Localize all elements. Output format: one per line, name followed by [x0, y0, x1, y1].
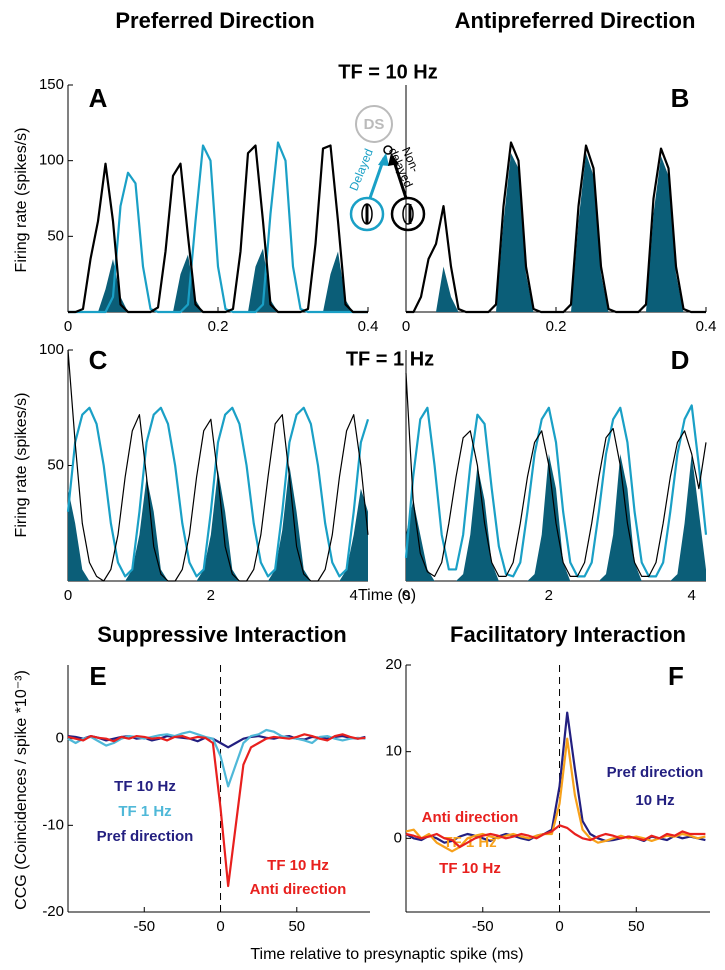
row-title: TF = 10 Hz	[338, 61, 437, 83]
x-tick-label: -50	[472, 918, 494, 935]
delayed-label: Delayed	[346, 147, 375, 193]
line	[67, 733, 366, 888]
x-tick-label: 4	[688, 587, 696, 604]
line	[67, 728, 366, 788]
line	[405, 373, 707, 577]
x-tick-label: -50	[133, 918, 155, 935]
ds-node	[355, 105, 393, 143]
synapse	[383, 145, 393, 155]
area	[406, 153, 706, 312]
x-tick-label: 2	[545, 587, 553, 604]
section-title: Facilitatory Interaction	[450, 622, 686, 647]
x-axis-label: Time relative to presynaptic spike (ms)	[250, 946, 523, 963]
panel-letter: E	[89, 661, 106, 691]
line	[68, 141, 368, 314]
legend-label: TF 10 Hz	[267, 857, 329, 874]
legend-label: TF 10 Hz	[439, 860, 501, 877]
line	[68, 144, 368, 314]
panel-letter: F	[668, 661, 684, 691]
arrowhead	[388, 153, 399, 166]
y-tick-label: 50	[47, 227, 64, 244]
column-title: Preferred Direction	[115, 8, 314, 33]
panel: 0 2 4 D	[402, 345, 708, 604]
x-tick-label: 4	[350, 587, 358, 604]
area	[68, 465, 368, 581]
ds-label: DS	[364, 116, 385, 133]
x-tick-label: 0	[402, 587, 410, 604]
panel: 50 100 150 0 0.2 0.4 A Firing rate (spikes/s)	[13, 76, 378, 335]
annotation: Anti direction	[422, 809, 519, 826]
y-tick-label: -20	[42, 903, 64, 920]
panel: 0 0.2 0.4 B	[402, 83, 717, 335]
annotation: Anti direction	[250, 881, 347, 898]
y-tick-label: 0	[56, 730, 64, 747]
x-tick-label: 0	[64, 587, 72, 604]
line	[405, 737, 706, 853]
x-tick-label: 0	[216, 918, 224, 935]
x-tick-label: 0	[555, 918, 563, 935]
x-tick-label: 0	[402, 318, 410, 335]
inset-diagram: DS Delayed Non- delayed	[346, 105, 426, 232]
y-tick-label: 50	[47, 456, 64, 473]
x-tick-label: 0.4	[358, 318, 379, 335]
panel: -20 -10 0 -50 0 50 TF 10 Hz TF 1 Hz TF 10 Hz Pref…	[13, 661, 370, 935]
legend-label: 10 Hz	[635, 792, 674, 809]
y-tick-label: 10	[385, 743, 402, 760]
y-axis-label: Firing rate (spikes/s)	[13, 128, 30, 273]
x-tick-label: 0	[64, 318, 72, 335]
x-axis-label: Time (s)	[358, 587, 416, 604]
annotation: Pref direction	[607, 764, 704, 781]
panel-letter: B	[671, 83, 690, 113]
panel-letter: D	[671, 345, 690, 375]
x-tick-label: 0.2	[546, 318, 567, 335]
y-tick-label: 100	[39, 341, 64, 358]
panel: 50 100 0 2 4 C Firing rate (spikes/s)	[13, 341, 370, 604]
panel-letter: C	[89, 345, 108, 375]
panel-letter: A	[89, 83, 108, 113]
x-tick-label: 0.4	[696, 318, 717, 335]
legend-label: TF 10 Hz	[114, 778, 176, 795]
x-tick-label: 50	[628, 918, 645, 935]
y-tick-label: 100	[39, 152, 64, 169]
y-tick-label: 150	[39, 76, 64, 93]
line	[67, 349, 369, 582]
annotation: Pref direction	[97, 828, 194, 845]
x-tick-label: 2	[207, 587, 215, 604]
y-tick-label: -10	[42, 816, 64, 833]
line	[404, 404, 708, 578]
x-tick-label: 50	[288, 918, 305, 935]
area	[406, 453, 706, 581]
line	[405, 824, 706, 849]
y-tick-label: 20	[385, 656, 402, 673]
row-title: TF = 1 Hz	[346, 348, 434, 370]
line	[406, 141, 706, 314]
y-tick-label: 0	[394, 829, 402, 846]
area	[68, 248, 368, 312]
y-axis-label: CCG (Coincidences / spike *10⁻³)	[13, 670, 30, 910]
arrowhead	[378, 153, 389, 166]
legend-label: TF 1 Hz	[118, 803, 171, 820]
section-title: Suppressive Interaction	[97, 622, 346, 647]
y-axis-label: Firing rate (spikes/s)	[13, 393, 30, 538]
line	[66, 406, 370, 578]
column-title: Antipreferred Direction	[455, 8, 696, 33]
x-tick-label: 0.2	[208, 318, 229, 335]
